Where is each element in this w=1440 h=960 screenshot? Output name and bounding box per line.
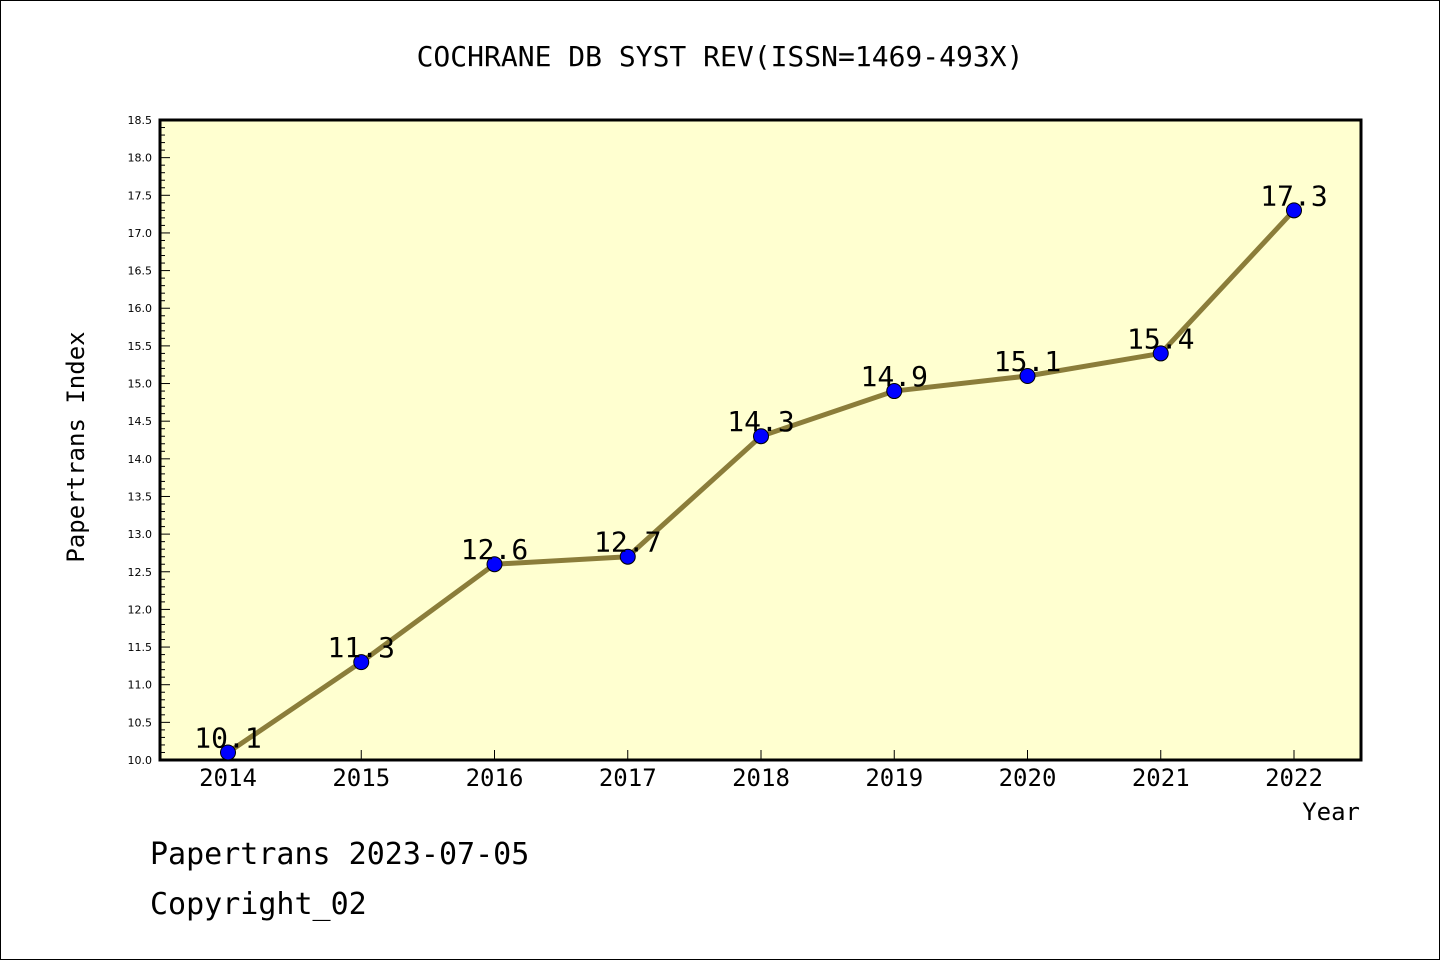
data-point [1019,368,1036,384]
y-axis: 10.0 10.5 11.0 11.5 12.0 12.5 13.0 13.5 14.0 14.5… [128,114,170,767]
y-axis-label: Papertrans Index [62,331,90,562]
data-point [486,556,503,573]
y-tick-label: 18.0 [128,152,153,165]
data-point [1286,202,1302,219]
x-axis: 2014 2015 2016 2017 2018 2019 2020 2021 2022 [199,750,1323,792]
data-label: 14.9 [861,360,928,393]
data-labels: 10.1 11.3 12.6 12.7 14.3 14.9 15.1 15.4 17.3 [194,179,1327,754]
y-tick-label: 15.0 [128,378,153,391]
x-tick-label: 2019 [865,764,923,792]
y-tick-label: 11.0 [128,679,153,692]
data-point [886,383,903,400]
footer-date: Papertrans 2023-07-05 [150,837,529,872]
data-points [220,202,1302,761]
data-point [619,548,636,565]
y-tick-label: 10.5 [128,716,153,729]
y-tick-label: 18.5 [128,114,153,127]
y-tick-label: 14.0 [128,453,153,466]
data-point [1152,345,1169,362]
data-label: 12.7 [594,526,661,559]
x-tick-label: 2018 [732,764,790,792]
x-tick-label: 2017 [599,764,657,792]
x-tick-label: 2022 [1265,764,1323,792]
x-axis-label: Year [1302,798,1360,826]
data-label: 17.3 [1260,179,1327,212]
footer-copyright: Copyright_02 [150,887,367,922]
y-tick-label: 12.0 [128,603,153,616]
x-tick-label: 2021 [1132,764,1190,792]
x-tick-label: 2015 [332,764,390,792]
x-tick-label: 2016 [466,764,524,792]
y-tick-label: 17.5 [128,189,153,202]
x-tick-label: 2020 [999,764,1057,792]
data-point [753,428,769,445]
y-tick-label: 16.5 [128,265,153,278]
y-tick-label: 15.5 [128,340,153,353]
y-tick-label: 12.5 [128,566,153,579]
data-label: 12.6 [461,533,528,566]
y-tick-label: 13.5 [128,490,153,503]
chart-title: COCHRANE DB SYST REV(ISSN=1469-493X) [417,40,1024,73]
data-label: 10.1 [194,721,261,754]
y-tick-label: 14.5 [128,415,153,428]
y-tick-label: 17.0 [128,227,153,240]
data-label: 11.3 [328,631,395,664]
y-tick-label: 11.5 [128,641,153,654]
y-tick-label: 13.0 [128,528,153,541]
y-tick-label: 16.0 [128,302,153,315]
x-tick-label: 2014 [199,764,257,792]
data-label: 14.3 [727,405,794,438]
data-label: 15.1 [994,345,1061,378]
data-label: 15.4 [1127,322,1194,355]
data-point [220,744,236,761]
data-point [353,654,370,671]
y-tick-label: 10.0 [128,754,153,767]
